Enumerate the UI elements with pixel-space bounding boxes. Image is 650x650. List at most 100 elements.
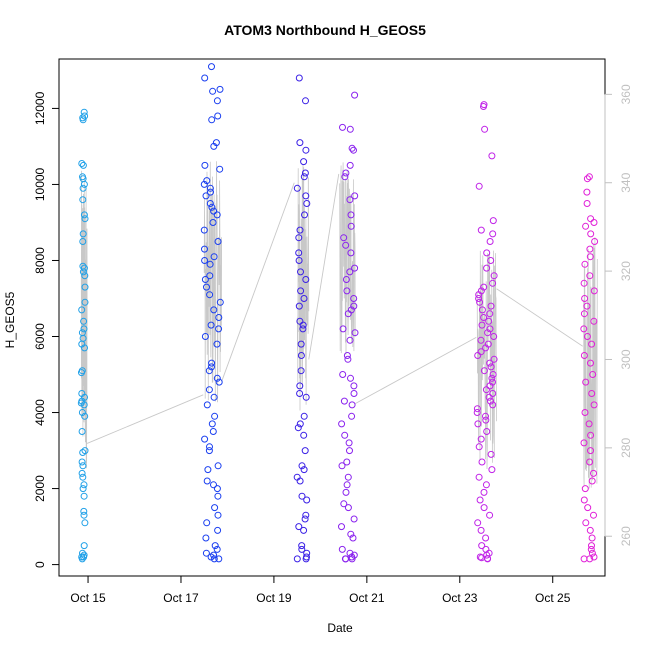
data-point [590,401,598,409]
data-point [297,268,304,276]
data-point [296,477,304,485]
data-point [203,519,211,527]
data-point [302,511,310,519]
data-point [482,545,490,553]
data-point [78,369,85,377]
data-point [478,458,486,466]
data-point [583,200,591,207]
data-point [79,462,87,470]
data-point [338,462,346,470]
data-point [480,283,488,291]
data-point [343,481,351,489]
data-point [293,555,301,563]
data-point [478,321,486,329]
data-point [583,302,591,310]
x-tick-label: Oct 21 [349,591,385,605]
data-point [489,230,497,238]
data-point [588,390,596,397]
data-point [80,264,88,272]
data-point [581,409,589,416]
x-tick-label: Oct 23 [442,591,478,605]
data-point [215,325,223,333]
data-point [81,447,89,455]
data-point [485,393,493,401]
x-axis-label: Date [327,621,353,635]
data-point [347,211,355,219]
data-point [350,295,358,302]
data-point [211,412,219,420]
data-point [215,378,223,386]
data-point [486,238,494,245]
right-series-segment-6 [583,237,598,489]
data-point [487,302,495,310]
data-point [489,401,497,409]
data-point [79,161,87,169]
data-point [78,458,86,466]
data-point [350,515,358,523]
data-point [206,184,214,192]
data-point [78,469,86,477]
data-point [490,272,498,280]
data-point [580,279,588,287]
x-axis: Oct 15 Oct 17 Oct 19 Oct 21 Oct 23 Oct 25 [70,575,571,605]
data-point [297,287,305,295]
y2-tick-label: 280 [619,438,633,458]
data-point [80,325,88,333]
data-point [203,401,211,409]
data-point [588,477,596,485]
y2-tick-label: 320 [619,261,633,281]
data-point [295,249,303,257]
data-point [350,390,358,397]
data-point [209,219,217,226]
data-point [487,363,495,371]
data-point [488,466,496,474]
data-point [295,257,303,264]
data-point [338,523,345,531]
data-point [344,355,352,363]
data-point [213,97,221,105]
y-tick-label: 2000 [33,475,47,502]
data-point [346,161,354,169]
data-point [81,412,89,420]
y2-tick-label: 260 [619,526,633,546]
data-point [346,125,354,133]
data-point [299,325,307,333]
data-point [294,424,302,432]
data-point [347,530,355,538]
data-point [206,260,214,268]
data-point [349,534,357,542]
data-point [486,511,494,519]
data-point [580,496,588,504]
data-point [486,325,494,333]
data-point [475,443,483,451]
data-point [79,184,87,192]
data-point [482,481,490,489]
data-point [81,344,88,352]
data-point [81,283,89,291]
data-point [79,485,87,493]
data-point [295,74,303,82]
data-point [80,511,88,519]
data-point [477,336,485,344]
data-point [590,511,597,519]
data-point [80,507,88,515]
data-point [203,477,211,485]
data-point [483,249,491,257]
data-point [214,511,222,519]
data-point [348,144,356,152]
data-point [586,253,594,261]
data-point [201,333,209,340]
data-point [342,276,350,283]
data-point [590,317,598,325]
y-tick-label: 10000 [33,167,47,201]
data-point [201,435,209,443]
data-point [343,287,351,295]
data-point [590,553,598,561]
data-point [214,112,222,120]
data-point [300,295,308,302]
data-point [350,302,358,310]
data-point [216,298,224,306]
data-point [205,386,213,394]
data-point [480,314,488,321]
data-point [293,184,301,192]
